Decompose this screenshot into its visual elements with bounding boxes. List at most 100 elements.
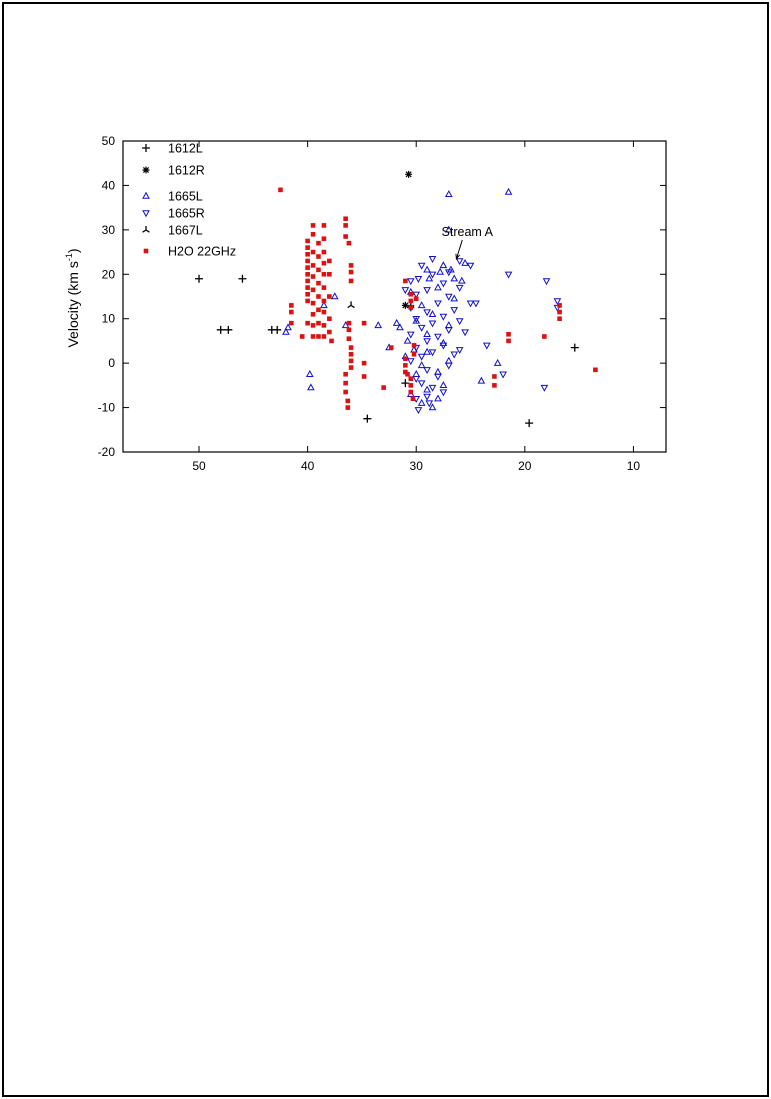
- data-point: [347, 301, 355, 309]
- data-point: [412, 370, 421, 377]
- y-tick-label: 30: [102, 223, 116, 237]
- data-point: [461, 258, 469, 266]
- data-point: [273, 325, 282, 334]
- data-point: [310, 263, 316, 268]
- data-point: [434, 367, 442, 375]
- legend-marker: [142, 166, 150, 174]
- data-point: [423, 330, 431, 337]
- data-point: [444, 190, 453, 198]
- data-point: [428, 403, 437, 411]
- data-point: [307, 383, 315, 391]
- data-point: [406, 331, 415, 339]
- data-point: [321, 334, 327, 339]
- data-point: [439, 280, 448, 288]
- data-point: [423, 309, 431, 317]
- legend-marker: [142, 210, 150, 218]
- data-point: [316, 267, 321, 273]
- data-point: [381, 385, 386, 390]
- data-point: [428, 349, 437, 357]
- data-point: [410, 396, 416, 401]
- data-point: [450, 294, 459, 302]
- data-point: [439, 338, 448, 346]
- y-tick-label: 50: [102, 134, 116, 148]
- data-point: [361, 320, 367, 326]
- x-tick-label: 40: [301, 459, 315, 473]
- data-point: [305, 278, 310, 284]
- data-point: [423, 393, 431, 401]
- data-point: [482, 342, 491, 350]
- data-point: [406, 358, 415, 366]
- data-point: [327, 329, 332, 335]
- data-point: [461, 329, 469, 337]
- data-point: [401, 301, 409, 309]
- data-point: [321, 249, 327, 255]
- data-point: [542, 334, 547, 339]
- data-point: [348, 345, 354, 350]
- data-point: [316, 307, 321, 313]
- data-point: [428, 320, 437, 328]
- legend-label: 1667L: [168, 224, 203, 238]
- data-point: [310, 300, 316, 306]
- data-point: [412, 316, 421, 324]
- data-point: [374, 321, 383, 329]
- data-point: [403, 363, 408, 368]
- data-point: [310, 223, 316, 228]
- data-point: [439, 313, 448, 321]
- data-point: [417, 262, 426, 270]
- data-point: [557, 309, 562, 315]
- annotation-arrow: [455, 239, 463, 259]
- data-point: [504, 187, 513, 195]
- data-point: [455, 258, 464, 266]
- annotation-label: Stream A: [442, 225, 494, 239]
- data-point: [289, 320, 294, 326]
- data-point: [305, 265, 310, 270]
- legend-marker: [142, 191, 150, 199]
- data-point: [444, 356, 453, 364]
- data-point: [195, 274, 204, 283]
- legend-marker: [142, 226, 150, 233]
- data-point: [299, 334, 305, 339]
- plot-frame: [122, 140, 667, 453]
- data-point: [499, 371, 507, 379]
- data-point: [434, 333, 442, 341]
- legend-label: 1612R: [168, 164, 205, 178]
- legend-label: 1665R: [168, 207, 205, 221]
- data-point: [327, 258, 332, 264]
- data-point: [434, 373, 442, 381]
- y-tick-label: 0: [108, 356, 115, 370]
- data-point: [401, 287, 410, 295]
- data-point: [439, 381, 448, 389]
- data-point: [423, 265, 431, 273]
- data-point: [310, 287, 316, 293]
- data-point: [439, 389, 448, 397]
- data-point: [321, 271, 327, 277]
- y-tick-label: 10: [102, 312, 116, 326]
- data-point: [439, 261, 448, 269]
- data-point: [412, 375, 421, 383]
- data-point: [455, 284, 464, 292]
- data-point: [423, 338, 431, 346]
- data-point: [428, 256, 437, 263]
- data-point: [310, 232, 316, 237]
- data-point: [413, 296, 419, 302]
- data-point: [412, 316, 421, 323]
- legend-marker: [143, 248, 149, 254]
- data-point: [425, 400, 434, 408]
- data-point: [348, 278, 354, 284]
- data-point: [417, 353, 426, 361]
- data-point: [428, 384, 437, 392]
- data-point: [348, 365, 354, 370]
- series-1612r: [401, 170, 413, 309]
- data-point: [466, 300, 475, 308]
- data-point: [570, 343, 579, 352]
- data-point: [343, 234, 348, 239]
- data-point: [321, 309, 327, 315]
- data-points: [195, 170, 598, 428]
- data-point: [428, 271, 437, 279]
- data-point: [553, 298, 562, 306]
- data-point: [408, 383, 414, 388]
- data-point: [414, 276, 423, 283]
- data-point: [305, 271, 310, 277]
- data-point: [316, 294, 321, 299]
